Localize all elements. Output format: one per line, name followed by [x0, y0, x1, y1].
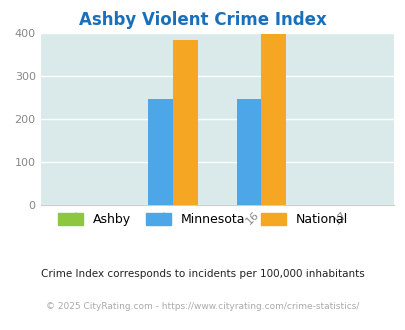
- Bar: [148, 100, 173, 205]
- Bar: [236, 100, 261, 205]
- Text: Ashby Violent Crime Index: Ashby Violent Crime Index: [79, 11, 326, 29]
- Text: Crime Index corresponds to incidents per 100,000 inhabitants: Crime Index corresponds to incidents per…: [41, 269, 364, 279]
- Bar: [261, 34, 286, 205]
- Bar: [173, 40, 197, 205]
- Text: © 2025 CityRating.com - https://www.cityrating.com/crime-statistics/: © 2025 CityRating.com - https://www.city…: [46, 302, 359, 312]
- Legend: Ashby, Minnesota, National: Ashby, Minnesota, National: [53, 208, 352, 231]
